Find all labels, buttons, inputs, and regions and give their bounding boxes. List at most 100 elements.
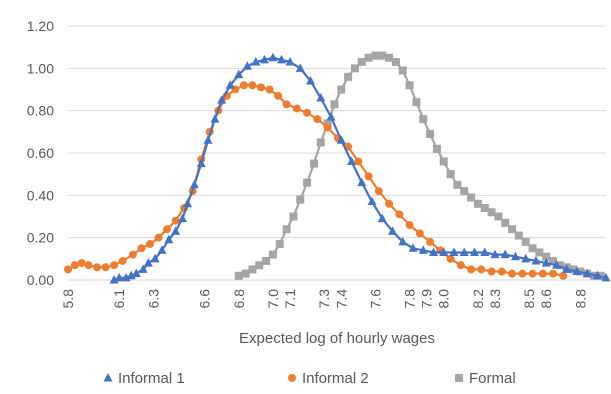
data-point-informal-2 (467, 265, 476, 274)
data-point-informal-1 (428, 247, 438, 256)
data-point-informal-1 (490, 249, 500, 259)
legend: Informal 1 Informal 2 Formal (103, 370, 516, 387)
data-point-informal-1 (138, 264, 148, 273)
data-point-formal (419, 115, 428, 124)
data-point-informal-2 (93, 263, 102, 272)
data-point-informal-2 (137, 244, 146, 253)
data-point-informal-1 (480, 247, 490, 256)
data-point-informal-1 (500, 249, 510, 259)
data-point-informal-1 (217, 95, 227, 104)
x-tick-label: 8.3 (487, 289, 503, 309)
data-point-informal-1 (164, 234, 174, 244)
data-point-informal-2 (395, 210, 404, 219)
data-point-informal-2 (248, 81, 257, 90)
data-point-formal (432, 144, 441, 153)
data-point-informal-2 (528, 269, 537, 278)
series-line-formal (238, 54, 601, 277)
data-point-informal-1 (551, 260, 561, 269)
x-tick-label: 7.9 (419, 289, 435, 309)
data-point-formal (378, 51, 387, 60)
legend-label-informal-2: Informal 2 (302, 370, 369, 387)
data-point-informal-1 (189, 179, 199, 189)
data-point-informal-2 (128, 250, 137, 259)
data-point-formal (323, 119, 332, 128)
data-point-informal-2 (118, 256, 127, 265)
data-point-formal (528, 244, 537, 253)
data-point-informal-2 (265, 85, 274, 94)
data-point-informal-2 (374, 187, 383, 196)
data-point-informal-1 (347, 156, 357, 165)
x-tick-label: 7.1 (282, 289, 298, 309)
data-point-informal-1 (531, 255, 541, 265)
x-tick-label: 7.8 (402, 289, 418, 309)
data-point-informal-1 (196, 158, 206, 168)
x-tick-label: 8.8 (572, 289, 588, 309)
data-point-formal (309, 159, 318, 168)
data-point-formal (248, 265, 257, 274)
data-point-informal-2 (171, 216, 180, 225)
data-point-formal (555, 261, 564, 270)
data-point-formal (514, 231, 523, 240)
data-point-formal (350, 64, 359, 73)
data-point-formal (371, 51, 380, 60)
data-point-formal (405, 81, 414, 90)
data-point-informal-1 (150, 253, 160, 263)
data-point-formal (535, 248, 544, 257)
data-point-formal (460, 187, 469, 196)
data-point-formal (453, 180, 462, 189)
data-point-formal (364, 53, 373, 62)
data-point-formal (241, 269, 250, 278)
data-point-formal (494, 212, 503, 221)
x-tick-label: 7.3 (316, 289, 332, 309)
data-point-informal-1 (510, 251, 520, 261)
data-point-informal-1 (592, 270, 602, 280)
x-tick-label: 8.5 (521, 289, 537, 309)
data-point-informal-1 (143, 258, 153, 267)
data-point-formal (508, 225, 517, 234)
legend-item-formal: Formal (455, 370, 516, 387)
y-tick-label: 0.20 (27, 230, 54, 246)
data-point-formal (357, 57, 366, 66)
data-point-formal (398, 66, 407, 75)
data-point-informal-1 (210, 114, 220, 123)
data-point-formal (275, 240, 284, 249)
data-point-formal (262, 256, 271, 265)
data-point-formal (255, 261, 264, 270)
data-point-formal (234, 271, 243, 280)
data-point-informal-1 (268, 52, 278, 62)
data-point-informal-1 (469, 247, 479, 256)
data-point-informal-1 (418, 245, 428, 254)
data-point-informal-2 (70, 261, 79, 270)
series-informal-1 (109, 52, 611, 284)
data-point-informal-2 (426, 237, 435, 246)
data-point-informal-2 (549, 269, 558, 278)
data-point-formal (501, 218, 510, 227)
data-point-formal (330, 100, 339, 109)
data-point-informal-2 (313, 115, 322, 124)
data-point-informal-1 (336, 135, 346, 144)
data-point-informal-1 (114, 272, 124, 282)
data-point-informal-1 (449, 247, 459, 256)
data-point-formal (303, 178, 312, 187)
x-axis-title: Expected log of hourly wages (239, 330, 435, 347)
data-point-informal-1 (326, 112, 336, 121)
data-point-formal (268, 250, 277, 259)
data-point-informal-2 (256, 83, 265, 92)
data-point-informal-2 (110, 261, 119, 270)
x-tick-label: 6.3 (145, 289, 161, 309)
data-point-informal-2 (282, 100, 291, 109)
data-point-formal (412, 98, 421, 107)
x-axis-tick-labels: 5.8 6.1 6.3 6.6 6.8 7.0 7.1 7.3 7.4 7.6 7.8 7.9 8.0 8… (60, 289, 588, 309)
y-axis-tick-labels: 0.00 0.20 0.40 0.60 0.80 1.00 1.20 (27, 18, 54, 288)
data-point-informal-1 (388, 226, 398, 235)
data-point-informal-1 (408, 243, 418, 252)
data-point-formal (542, 252, 551, 261)
data-point-informal-1 (357, 177, 367, 187)
series-formal (234, 51, 605, 280)
data-point-informal-1 (562, 264, 572, 273)
x-tick-label: 8.6 (538, 289, 554, 309)
x-tick-label: 7.4 (333, 289, 349, 309)
data-point-formal (296, 195, 305, 204)
data-point-informal-1 (259, 54, 269, 64)
